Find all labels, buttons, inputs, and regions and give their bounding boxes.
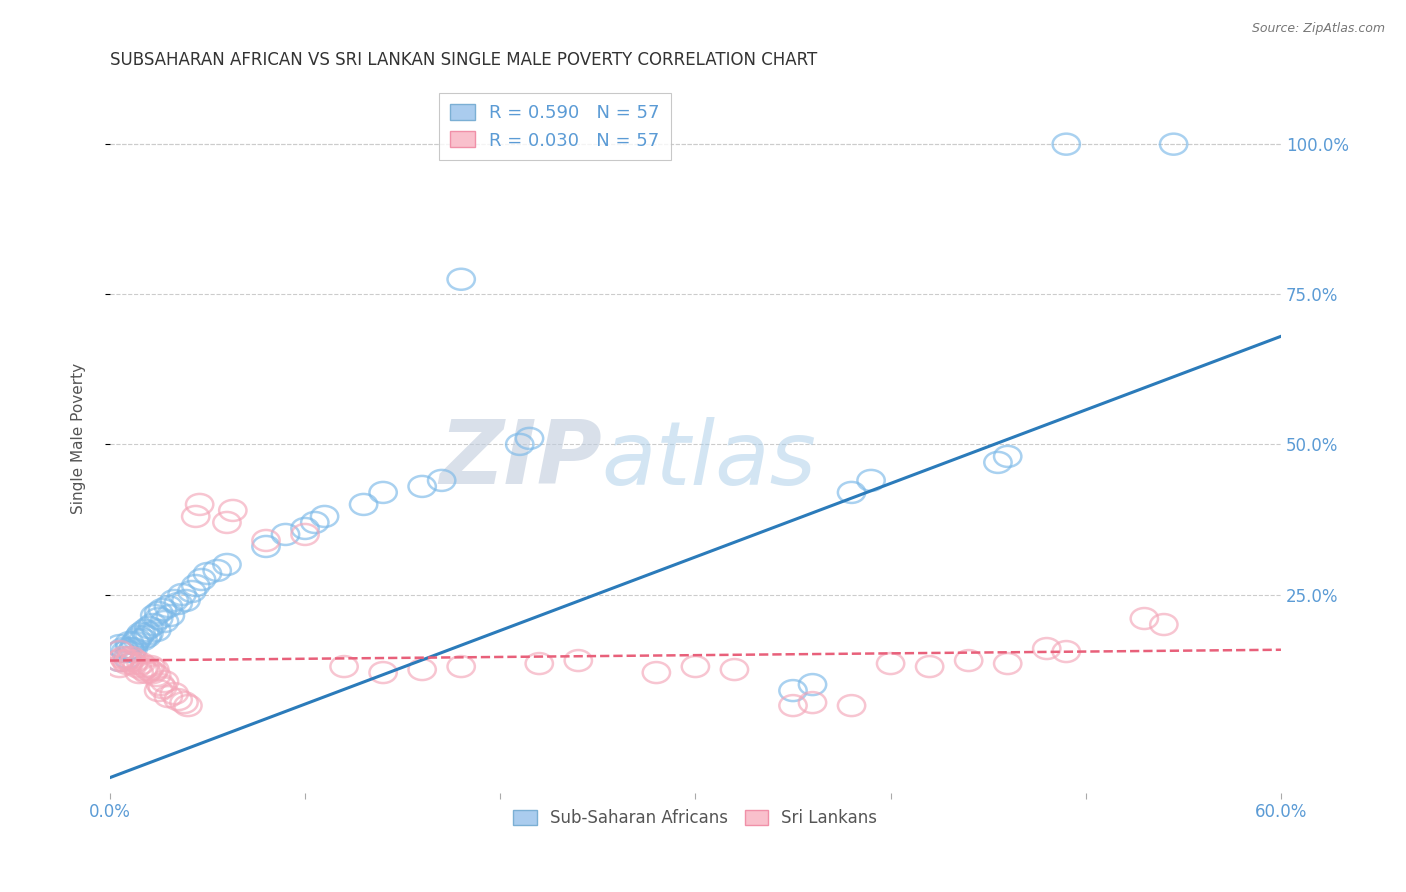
Y-axis label: Single Male Poverty: Single Male Poverty	[72, 363, 86, 514]
Text: SUBSAHARAN AFRICAN VS SRI LANKAN SINGLE MALE POVERTY CORRELATION CHART: SUBSAHARAN AFRICAN VS SRI LANKAN SINGLE …	[110, 51, 817, 69]
Text: atlas: atlas	[602, 417, 817, 503]
Text: Source: ZipAtlas.com: Source: ZipAtlas.com	[1251, 22, 1385, 36]
Legend: Sub-Saharan Africans, Sri Lankans: Sub-Saharan Africans, Sri Lankans	[506, 803, 884, 834]
Text: ZIP: ZIP	[439, 417, 602, 503]
